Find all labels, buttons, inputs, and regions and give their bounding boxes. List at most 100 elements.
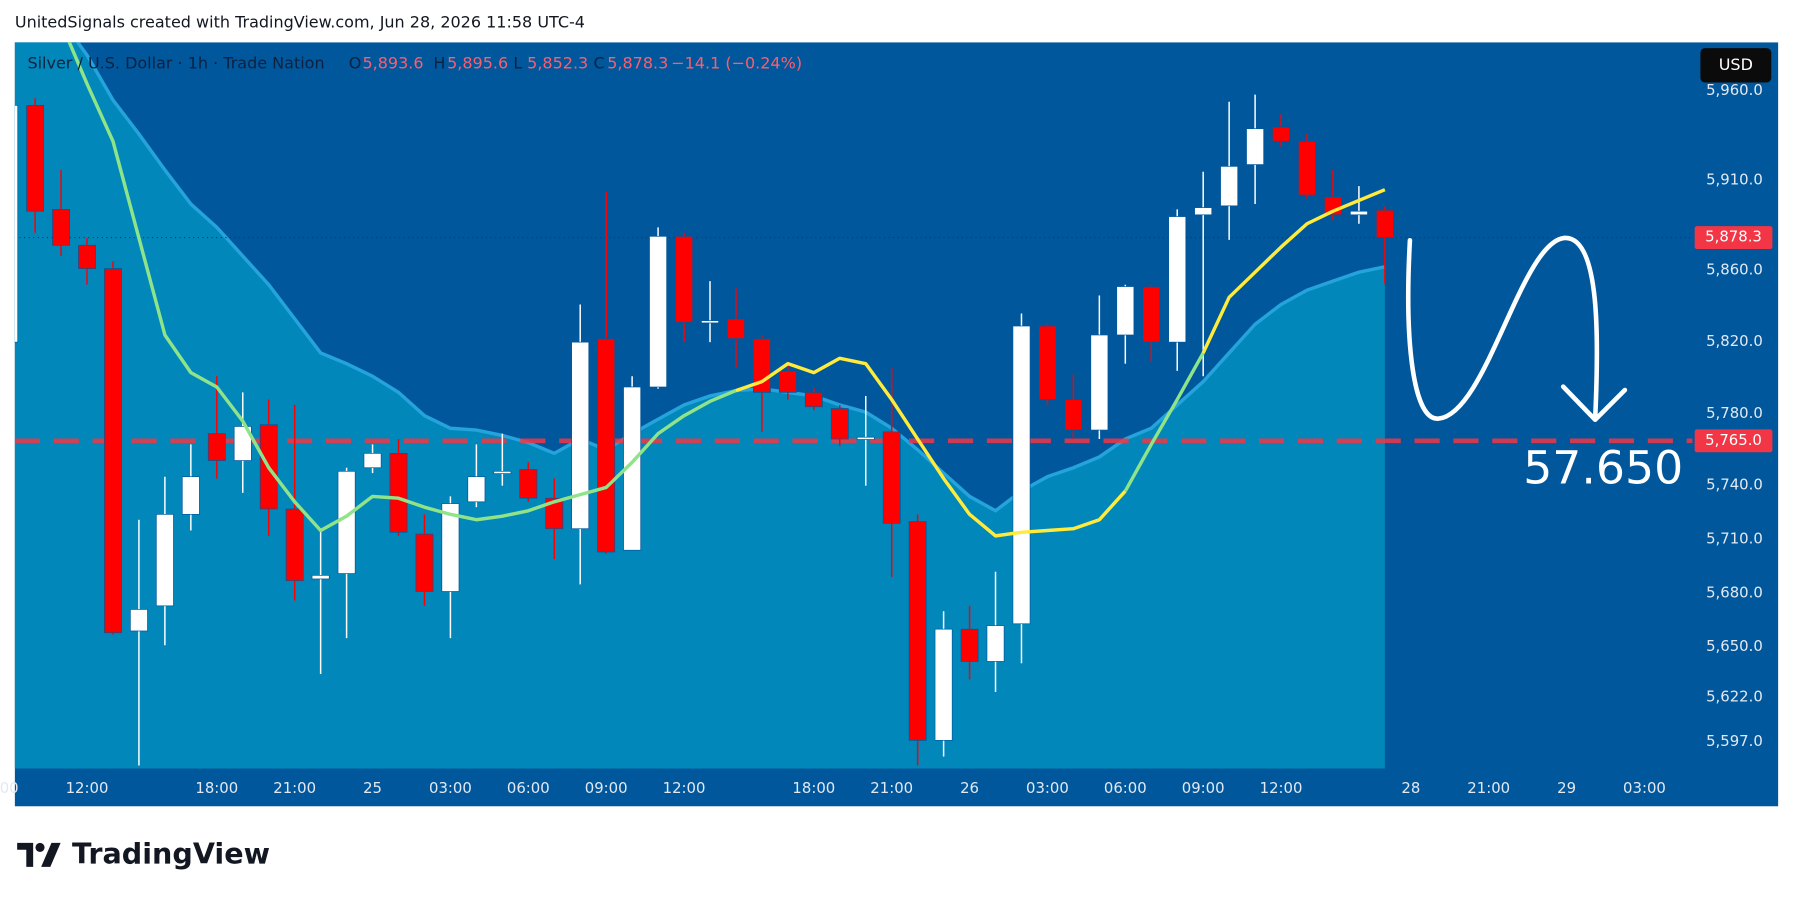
ohlc-value: 5,878.3	[607, 54, 668, 73]
brand: TradingView	[72, 836, 270, 870]
y-tick-label: 5,820.0	[1706, 332, 1763, 350]
candle-body	[78, 244, 96, 269]
candle-body	[1064, 399, 1083, 431]
candle-body	[1012, 325, 1031, 625]
x-tick-label: 21:00	[273, 779, 316, 797]
change: −14.1 (−0.24%)	[671, 54, 802, 73]
candle-body	[856, 436, 875, 440]
symbol: Silver / U.S. Dollar · 1h · Trade Nation	[27, 54, 324, 73]
x-tick-label: 26	[960, 779, 979, 797]
logo-mark	[41, 842, 61, 867]
attribution: UnitedSignals created with TradingView.c…	[15, 12, 585, 31]
x-tick-label: 09:00	[585, 779, 628, 797]
candle-body	[986, 625, 1005, 662]
y-tick-label: 5,960.0	[1706, 81, 1763, 99]
x-tick-label: 21:00	[870, 779, 913, 797]
candle-body	[155, 514, 174, 607]
currency-button[interactable]	[1700, 48, 1772, 83]
candle-body	[882, 431, 901, 524]
x-tick-label: 03:00	[429, 779, 472, 797]
band-line	[75, 42, 1386, 513]
y-tick-label: 5,780.0	[1706, 404, 1763, 422]
currency-label[interactable]: USD	[1719, 55, 1753, 74]
candle-body	[597, 338, 616, 553]
moving-average-line	[67, 42, 737, 533]
y-tick-label: 5,860.0	[1706, 260, 1763, 278]
candle-body	[207, 433, 226, 461]
candle-body	[727, 318, 745, 339]
x-tick-label: 03:00	[1623, 779, 1666, 797]
candle-body	[649, 235, 668, 388]
candle-body	[1272, 126, 1290, 142]
candle-body	[1116, 286, 1135, 336]
candle-body	[337, 470, 356, 574]
x-tick-label: 06:00	[507, 779, 550, 797]
candle-body	[1168, 216, 1187, 343]
x-tick-label: 29	[1557, 779, 1576, 797]
candle-body	[1246, 128, 1265, 165]
candle-body	[363, 453, 382, 469]
moving-average-line	[1123, 352, 1205, 492]
candle-body	[804, 392, 823, 408]
logo-mark	[35, 842, 45, 853]
candle-body	[233, 426, 252, 461]
candle-body	[701, 320, 719, 324]
moving-average-line	[735, 356, 1127, 538]
y-tick-label: 5,910.0	[1706, 171, 1763, 189]
ohlc-key: H	[433, 54, 445, 73]
y-tick-label: 5,680.0	[1706, 583, 1763, 601]
candle-body	[960, 628, 979, 662]
x-tick-label: 12:00	[1260, 779, 1303, 797]
candle-body	[467, 476, 486, 503]
moving-average-line	[1201, 188, 1386, 354]
candle-body	[1194, 207, 1213, 216]
y-tick-label: 5,597.0	[1706, 732, 1763, 750]
candle-body	[130, 609, 148, 632]
candle-body	[675, 235, 693, 323]
candle-body	[311, 575, 330, 580]
x-tick-label: 12:00	[663, 779, 706, 797]
x-tick-label: 09:00	[1182, 779, 1225, 797]
candle-body	[181, 476, 200, 515]
candle-body	[493, 470, 512, 474]
y-tick-label: 5,650.0	[1706, 637, 1763, 655]
x-tick-label: 28	[1401, 779, 1420, 797]
ohlc-value: 5,852.3	[527, 54, 588, 73]
ohlc-key: C	[593, 54, 604, 73]
candle-body	[908, 521, 927, 741]
candle-body	[1038, 325, 1057, 400]
candle-body	[830, 408, 849, 440]
candle-body	[1375, 209, 1394, 238]
candle-body	[1142, 286, 1161, 343]
candle-body	[1220, 166, 1239, 207]
candle-body	[1090, 334, 1109, 431]
ohlc-value: 5,895.6	[447, 54, 508, 73]
candle-body	[571, 341, 590, 530]
y-tick-label: 5,710.0	[1706, 529, 1763, 547]
price-label: 5,878.3	[1705, 228, 1762, 246]
ohlc-key: L	[513, 54, 522, 73]
candle-body	[415, 533, 434, 592]
candle-body	[441, 503, 460, 592]
price-label-box	[1694, 429, 1773, 453]
candle-body	[545, 497, 564, 530]
hand-drawn-arrow	[1406, 235, 1628, 423]
candle-body	[52, 209, 70, 246]
y-tick-label: 5,622.0	[1706, 687, 1763, 705]
candle-body	[14, 105, 19, 343]
logo-mark	[17, 842, 34, 867]
x-tick-label: 12:00	[66, 779, 109, 797]
x-tick-label: 00	[0, 779, 19, 797]
candle-body	[26, 105, 45, 212]
candle-body	[104, 268, 122, 634]
x-tick-label: 25	[363, 779, 382, 797]
price-label: 5,765.0	[1705, 431, 1762, 449]
y-tick-label: 5,740.0	[1706, 476, 1763, 494]
ohlc-key: O	[349, 54, 362, 73]
candle-body	[285, 508, 304, 582]
candle-body	[934, 628, 953, 741]
candle-body	[519, 469, 538, 499]
ohlc-value: 5,893.6	[362, 54, 423, 73]
